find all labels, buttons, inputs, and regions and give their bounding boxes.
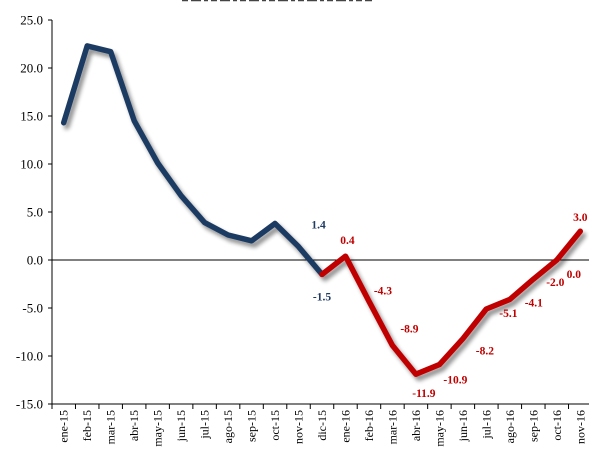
x-tick-label: jun-15 [174, 410, 188, 442]
data-label: -11.9 [412, 388, 436, 400]
data-label: -8.9 [400, 323, 418, 335]
x-tick-label: nov-16 [573, 410, 587, 444]
series-line-2 [319, 228, 584, 377]
x-tick-label: ene-16 [338, 410, 352, 443]
x-tick-label: may-16 [432, 410, 446, 447]
x-tick-label: may-15 [151, 410, 165, 447]
x-tick-label: abr-15 [127, 410, 141, 441]
data-label: 0.0 [567, 269, 582, 281]
x-tick-label: ago-15 [221, 410, 235, 443]
x-tick-label: oct-16 [550, 410, 564, 441]
series-line-1 [60, 43, 325, 278]
y-tick-label: 10.0 [20, 157, 43, 172]
x-tick-label: jul-15 [198, 410, 212, 440]
x-tick-label: feb-15 [80, 410, 94, 441]
x-tick-label: mar-16 [385, 410, 399, 444]
axes [48, 19, 589, 409]
x-tick-label: jun-16 [456, 410, 470, 442]
y-tick-label: 0.0 [27, 253, 43, 268]
data-label: -8.2 [476, 346, 494, 358]
x-tick-label: abr-16 [409, 410, 423, 441]
series-lines [60, 43, 584, 377]
data-label: -2.0 [546, 277, 564, 289]
y-tick-label: 15.0 [20, 109, 43, 124]
x-tick-label: dic-15 [315, 410, 329, 441]
x-tick-label: feb-16 [362, 410, 376, 441]
y-tick-label: 5.0 [27, 205, 43, 220]
y-tick-label: 25.0 [20, 13, 43, 28]
data-label: 0.4 [340, 235, 355, 247]
title-fragment-group [178, 0, 378, 2]
x-tick-label: sep-16 [526, 410, 540, 442]
data-label: -10.9 [443, 375, 467, 387]
x-tick-label: mar-15 [104, 410, 118, 444]
x-tick-label: nov-15 [292, 410, 306, 444]
data-label: -4.3 [374, 285, 392, 297]
x-tick-label: ago-16 [503, 410, 517, 443]
data-label: 1.4 [311, 220, 326, 232]
x-tick-label: jul-16 [479, 410, 493, 440]
y-tick-label: 20.0 [20, 61, 43, 76]
y-tick-labels: 25.0 20.0 15.0 10.0 5.0 0.0 -5.0 -10.0 -15.0 [16, 13, 43, 412]
data-label: 3.0 [573, 212, 588, 224]
x-tick-labels: ene-15 feb-15 mar-15 abr-15 may-15 jun-15 jul-… [57, 410, 588, 447]
data-label: -1.5 [313, 291, 331, 303]
data-labels: 1.4 -1.5 0.4 -4.3 -8.9 -11.9 -10.9 -8.2 -5.1 -4.1… [311, 212, 587, 400]
data-label: -4.1 [525, 297, 543, 309]
y-tick-label: -15.0 [16, 397, 43, 412]
y-tick-label: -5.0 [22, 301, 43, 316]
x-tick-label: oct-15 [268, 410, 282, 441]
x-tick-label: sep-15 [245, 410, 259, 442]
data-label: -5.1 [499, 308, 517, 320]
y-tick-label: -10.0 [16, 349, 43, 364]
x-tick-label: ene-15 [57, 410, 71, 443]
